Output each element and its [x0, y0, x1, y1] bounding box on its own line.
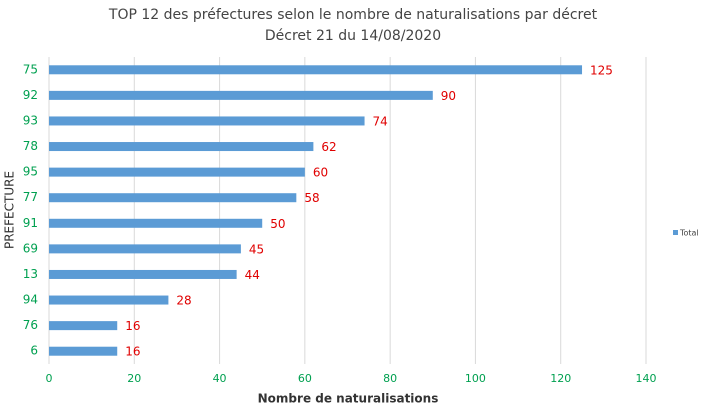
y-tick-label: 95 [23, 165, 38, 179]
chart-subtitle: Décret 21 du 14/08/2020 [265, 28, 441, 44]
x-tick-label: 140 [636, 372, 657, 385]
y-tick-label: 92 [23, 88, 38, 102]
bar [49, 142, 314, 152]
value-label: 16 [125, 319, 140, 333]
value-label: 125 [590, 63, 613, 77]
bar [49, 295, 169, 305]
x-tick-label: 0 [46, 372, 53, 385]
legend-swatch [673, 230, 678, 235]
bar [49, 65, 583, 75]
y-tick-label: 93 [23, 113, 38, 127]
bar [49, 90, 433, 100]
y-tick-label: 77 [23, 190, 38, 204]
y-tick-label: 76 [23, 318, 38, 332]
x-tick-label: 100 [465, 372, 486, 385]
value-label: 60 [313, 166, 328, 180]
value-label: 28 [176, 294, 191, 308]
x-tick-label: 80 [383, 372, 397, 385]
x-tick-label: 20 [127, 372, 141, 385]
x-tick-label: 40 [213, 372, 227, 385]
value-label: 45 [249, 242, 264, 256]
bar [49, 346, 118, 356]
bar [49, 321, 118, 331]
bar [49, 244, 241, 254]
chart-title: TOP 12 des préfectures selon le nombre d… [108, 7, 598, 23]
value-label: 50 [270, 217, 285, 231]
value-label: 58 [304, 191, 319, 205]
bar [49, 269, 237, 279]
y-tick-label: 13 [23, 267, 38, 281]
x-tick-label: 120 [550, 372, 571, 385]
value-label: 16 [125, 345, 140, 359]
y-tick-label: 75 [23, 62, 38, 76]
value-label: 74 [373, 114, 388, 128]
y-tick-label: 91 [23, 216, 38, 230]
value-label: 44 [245, 268, 260, 282]
x-axis-label: Nombre de naturalisations [258, 392, 439, 406]
bar [49, 193, 297, 203]
y-tick-label: 69 [23, 241, 38, 255]
bar [49, 218, 263, 228]
y-tick-label: 6 [30, 344, 38, 358]
value-label: 62 [321, 140, 336, 154]
legend-label: Total [679, 229, 699, 238]
y-tick-label: 78 [23, 139, 38, 153]
x-tick-label: 60 [298, 372, 312, 385]
bar [49, 116, 365, 126]
value-label: 90 [441, 89, 456, 103]
y-axis-label: PREFECTURE [3, 171, 17, 249]
y-tick-label: 94 [23, 293, 38, 307]
bar [49, 167, 305, 177]
